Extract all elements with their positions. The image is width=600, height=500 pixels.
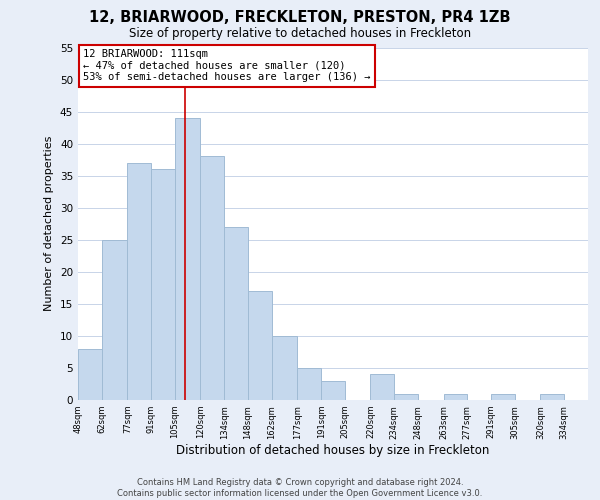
Bar — [248, 291, 272, 400]
Bar — [175, 118, 200, 400]
Bar — [200, 156, 224, 400]
Bar — [394, 394, 418, 400]
Text: 12, BRIARWOOD, FRECKLETON, PRESTON, PR4 1ZB: 12, BRIARWOOD, FRECKLETON, PRESTON, PR4 … — [89, 10, 511, 25]
Bar — [443, 394, 467, 400]
Bar — [127, 163, 151, 400]
Bar — [491, 394, 515, 400]
Bar — [224, 227, 248, 400]
Bar — [78, 348, 102, 400]
Bar — [321, 381, 345, 400]
Bar — [272, 336, 298, 400]
X-axis label: Distribution of detached houses by size in Freckleton: Distribution of detached houses by size … — [176, 444, 490, 458]
Bar — [102, 240, 127, 400]
Bar — [541, 394, 564, 400]
Bar — [370, 374, 394, 400]
Bar — [151, 170, 175, 400]
Y-axis label: Number of detached properties: Number of detached properties — [44, 136, 55, 312]
Text: Contains HM Land Registry data © Crown copyright and database right 2024.
Contai: Contains HM Land Registry data © Crown c… — [118, 478, 482, 498]
Text: 12 BRIARWOOD: 111sqm
← 47% of detached houses are smaller (120)
53% of semi-deta: 12 BRIARWOOD: 111sqm ← 47% of detached h… — [83, 50, 371, 82]
Text: Size of property relative to detached houses in Freckleton: Size of property relative to detached ho… — [129, 28, 471, 40]
Bar — [298, 368, 321, 400]
